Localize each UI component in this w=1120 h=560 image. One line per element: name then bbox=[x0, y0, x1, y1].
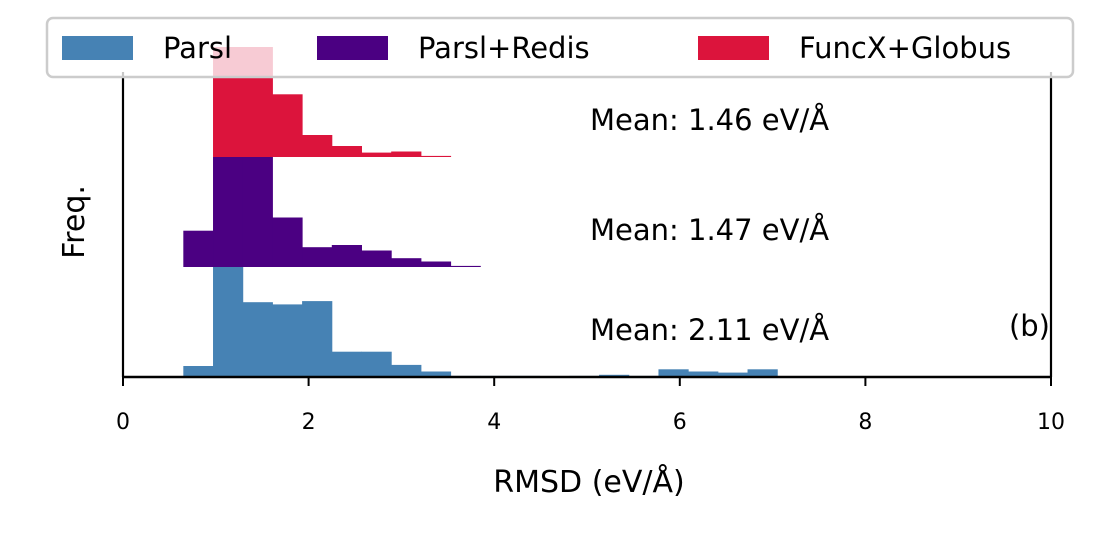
bar bbox=[361, 152, 392, 157]
bar bbox=[688, 371, 719, 377]
bar bbox=[242, 302, 273, 377]
bar bbox=[361, 351, 392, 377]
bar bbox=[272, 304, 303, 377]
bar bbox=[213, 157, 244, 267]
mean-annotation: Mean: 1.47 eV/Å bbox=[590, 213, 829, 247]
mean-annotation: Mean: 2.11 eV/Å bbox=[590, 313, 829, 347]
bar bbox=[242, 157, 273, 267]
legend-swatch bbox=[698, 36, 769, 60]
bar bbox=[391, 364, 422, 377]
x-tick-label: 2 bbox=[302, 410, 316, 435]
panel-label: (b) bbox=[1009, 309, 1050, 343]
bar bbox=[272, 94, 303, 157]
axes-layer bbox=[121, 72, 1053, 379]
y-axis-label: Freq. bbox=[57, 185, 92, 259]
bar bbox=[391, 258, 422, 267]
x-tick-label: 10 bbox=[1037, 410, 1065, 435]
legend-swatch bbox=[62, 36, 133, 60]
bar bbox=[183, 230, 214, 267]
mean-annotation: Mean: 1.46 eV/Å bbox=[590, 103, 829, 137]
bar bbox=[183, 366, 214, 377]
bar bbox=[420, 261, 452, 267]
bar bbox=[658, 369, 689, 377]
x-tick-label: 6 bbox=[673, 410, 687, 435]
legend-label: Parsl+Redis bbox=[418, 31, 590, 65]
x-axis-label: RMSD (eV/Å) bbox=[493, 464, 684, 500]
x-ticks: 0 2 4 6 8 10 bbox=[116, 377, 1065, 435]
x-tick-label: 8 bbox=[858, 410, 872, 435]
bar bbox=[213, 267, 244, 377]
bar bbox=[717, 372, 749, 377]
x-tick-label: 0 bbox=[116, 410, 130, 435]
legend-swatch bbox=[317, 36, 388, 60]
series-parsl bbox=[183, 267, 778, 377]
bar bbox=[420, 371, 452, 377]
series-parsl-redis bbox=[183, 157, 481, 267]
bar bbox=[302, 247, 333, 267]
legend-label: Parsl bbox=[163, 31, 232, 65]
bar bbox=[331, 245, 362, 267]
bar bbox=[450, 265, 481, 267]
bar bbox=[331, 351, 362, 377]
bar bbox=[361, 250, 392, 267]
legend-label: FuncX+Globus bbox=[799, 31, 1011, 65]
bar bbox=[272, 217, 303, 267]
bar bbox=[420, 155, 452, 157]
legend-frame bbox=[45, 16, 1075, 79]
bar bbox=[391, 151, 422, 157]
bar bbox=[302, 135, 333, 157]
legend: Parsl Parsl+Redis FuncX+Globus bbox=[45, 16, 1075, 79]
mean-annotations: Mean: 2.11 eV/Å Mean: 1.47 eV/Å Mean: 1.46… bbox=[590, 103, 829, 347]
x-tick-label: 4 bbox=[487, 410, 501, 435]
bar bbox=[331, 146, 362, 157]
bar bbox=[302, 301, 333, 377]
bar bbox=[747, 369, 778, 377]
